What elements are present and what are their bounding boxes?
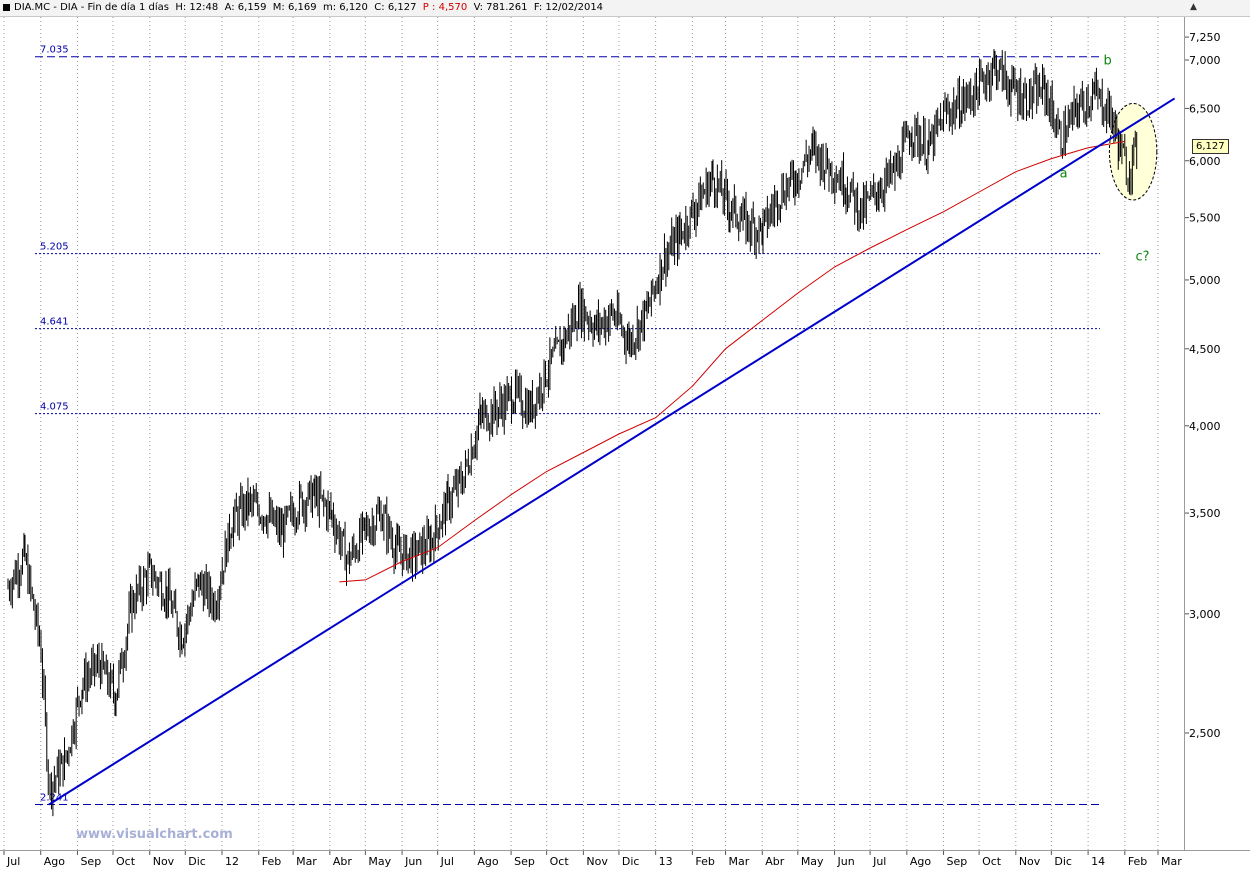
x-tick-label: Mar	[1161, 855, 1182, 868]
header-segment: P :	[416, 2, 439, 13]
header-segment: C:	[367, 2, 388, 13]
x-tick-label: Ago	[477, 855, 499, 868]
x-tick-label: Dic	[188, 855, 206, 868]
level-label: 5.205	[40, 242, 69, 253]
x-tick-label: Sep	[947, 855, 968, 868]
x-tick-label: Feb	[262, 855, 281, 868]
price-axis-separator	[1184, 17, 1185, 850]
y-tick-label: 6,000	[1189, 155, 1221, 168]
header-segment: 6,127	[387, 2, 417, 13]
header-segment: F:	[527, 2, 546, 13]
y-tick-label: 3,500	[1189, 507, 1221, 520]
wave-label: a	[1060, 166, 1068, 181]
x-tick-label: Mar	[729, 855, 750, 868]
x-tick-label: May	[368, 855, 391, 868]
x-tick-label: 14	[1091, 855, 1105, 868]
x-tick-label: Oct	[116, 855, 136, 868]
level-label: 4.641	[40, 317, 69, 328]
level-label: 7.035	[40, 45, 69, 56]
y-tick-label: 3,000	[1189, 608, 1221, 621]
y-tick-label: 5,000	[1189, 274, 1221, 287]
moving-average-line	[339, 140, 1125, 583]
x-tick-label: Jul	[440, 855, 454, 868]
header-segment: m:	[316, 2, 340, 13]
y-tick-label: 2,500	[1189, 727, 1221, 740]
current-price-label: 6,127	[1192, 139, 1229, 154]
y-tick-label: 7,000	[1189, 54, 1221, 67]
header-segment: 6,159	[237, 2, 267, 13]
x-tick-label: Feb	[695, 855, 714, 868]
x-tick-label: May	[801, 855, 824, 868]
x-tick-label: Jul	[872, 855, 886, 868]
y-tick-label: 4,500	[1189, 343, 1221, 356]
highlight-ellipse	[1108, 102, 1158, 201]
y-tick-label: 5,500	[1189, 212, 1221, 225]
x-tick-label: Nov	[153, 855, 175, 868]
header-segment: 6,120	[339, 2, 368, 13]
chart-menu-icon[interactable]	[3, 4, 10, 11]
x-tick-label: Jul	[6, 855, 20, 868]
x-tick-label: Dic	[622, 855, 640, 868]
x-tick-label: Ago	[910, 855, 932, 868]
level-label: 4.075	[40, 402, 69, 413]
x-tick-label: Jun	[404, 855, 422, 868]
x-tick-label: Sep	[80, 855, 101, 868]
y-tick-label: 6,500	[1189, 102, 1221, 115]
support-trendline[interactable]	[48, 97, 1176, 806]
header-segment: 781.261	[486, 2, 528, 13]
header-segment: A:	[218, 2, 238, 13]
quote-info-line: DIA.MC - DIA - Fin de día 1 días H: 12:4…	[14, 2, 603, 13]
header-segment: 6,169	[287, 2, 317, 13]
x-tick-label: Ago	[44, 855, 66, 868]
y-tick-label: 4,000	[1189, 420, 1221, 433]
x-tick-label: Dic	[1054, 855, 1072, 868]
x-tick-label: Nov	[1019, 855, 1041, 868]
header-segment: M:	[266, 2, 288, 13]
x-tick-label: Nov	[586, 855, 608, 868]
y-tick-label: 7,250	[1189, 31, 1221, 44]
x-tick-label: 13	[659, 855, 673, 868]
x-tick-label: Abr	[765, 855, 785, 868]
x-tick-label: Feb	[1128, 855, 1147, 868]
header-segment: V:	[467, 2, 487, 13]
header-segment: 12:48	[189, 2, 219, 13]
x-tick-label: Mar	[296, 855, 317, 868]
x-tick-label: Sep	[514, 855, 535, 868]
x-tick-label: 12	[225, 855, 239, 868]
scroll-up-icon[interactable]: ▲	[1190, 2, 1197, 12]
header-segment: DIA.MC - DIA - Fin de día 1 días H:	[14, 2, 190, 13]
time-axis-separator	[0, 850, 1250, 851]
chart-header-bar: DIA.MC - DIA - Fin de día 1 días H: 12:4…	[0, 0, 1250, 17]
watermark: www.visualchart.com	[76, 827, 233, 842]
wave-label: b	[1103, 54, 1111, 69]
x-tick-label: Jun	[837, 855, 855, 868]
x-tick-label: Abr	[333, 855, 353, 868]
header-segment: 12/02/2014	[545, 2, 604, 13]
wave-label: c?	[1135, 250, 1149, 265]
header-segment: 4,570	[438, 2, 468, 13]
x-tick-label: Oct	[982, 855, 1002, 868]
x-tick-label: Oct	[550, 855, 570, 868]
level-label: 2.241	[40, 792, 69, 803]
